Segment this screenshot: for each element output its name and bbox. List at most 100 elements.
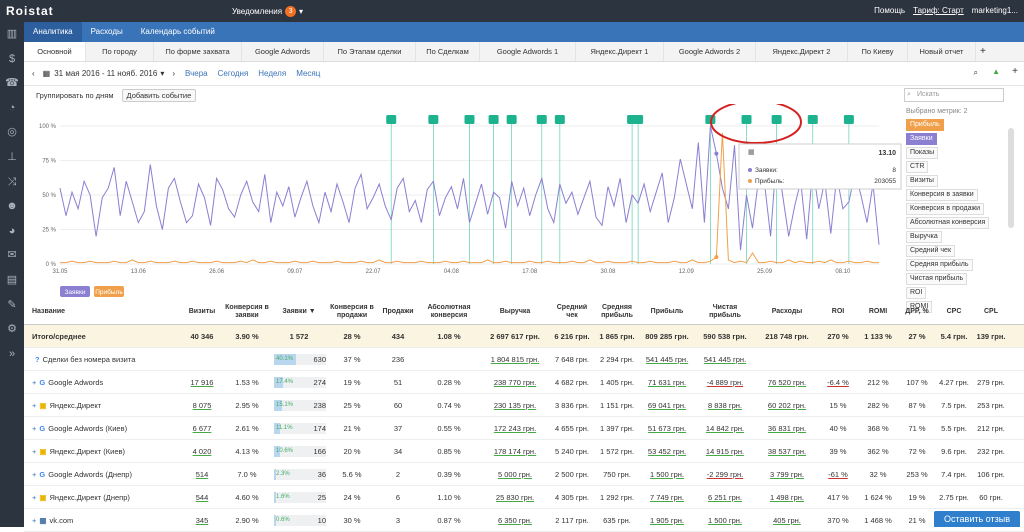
metric-chip[interactable]: CTR bbox=[906, 161, 929, 173]
event-marker[interactable] bbox=[464, 115, 475, 124]
mail-icon[interactable]: ✉ bbox=[7, 249, 17, 262]
users-icon[interactable]: ☻ bbox=[6, 200, 18, 213]
report-tab[interactable]: По форме захвата bbox=[154, 42, 242, 61]
report-tab[interactable]: По городу bbox=[86, 42, 154, 61]
event-marker[interactable] bbox=[488, 115, 499, 124]
report-tab[interactable]: Яндекс.Директ 2 bbox=[756, 42, 848, 61]
column-header[interactable]: ROMI bbox=[868, 308, 888, 315]
expand-icon[interactable]: + bbox=[32, 423, 37, 433]
column-header[interactable]: CPL bbox=[984, 308, 998, 315]
metric-chip[interactable]: Средний чек bbox=[906, 245, 956, 257]
dollar-icon[interactable]: $ bbox=[8, 52, 16, 65]
event-marker[interactable] bbox=[428, 115, 439, 124]
date-preset-link[interactable]: Сегодня bbox=[217, 69, 249, 78]
column-header[interactable]: Конверсия в продажи bbox=[330, 304, 374, 319]
metric-chip[interactable]: ROMI bbox=[906, 301, 933, 313]
table-row[interactable]: + ▣ Яндекс.Директ (Киев) 4 020 4.13 % 10.6% 16… bbox=[24, 440, 1024, 463]
event-marker[interactable] bbox=[506, 115, 517, 124]
metric-chip[interactable]: Визиты bbox=[906, 175, 938, 187]
column-header[interactable]: Чистая прибыль bbox=[709, 304, 741, 319]
expand-icon[interactable]: + bbox=[32, 446, 37, 456]
metrics-search-input[interactable]: ⌕ Искать bbox=[904, 88, 1004, 102]
event-marker[interactable] bbox=[536, 115, 547, 124]
date-range[interactable]: 31 мая 2016 - 11 нояб. 2016 bbox=[54, 69, 158, 78]
event-marker[interactable] bbox=[771, 115, 782, 124]
main-nav-item[interactable]: Календарь событий bbox=[140, 27, 215, 36]
report-tab[interactable]: Google Adwords 2 bbox=[664, 42, 756, 61]
main-nav-item[interactable]: Аналитика bbox=[24, 22, 82, 42]
gauge-icon[interactable]: ◕ bbox=[8, 224, 16, 237]
report-tab[interactable]: По Киеву bbox=[848, 42, 908, 61]
table-row[interactable]: + G Google Adwords (Киев) 6 677 2.61 % 11.1% 1… bbox=[24, 417, 1024, 440]
structure-icon[interactable]: ⊥ bbox=[7, 150, 17, 163]
account-menu[interactable]: marketing1... bbox=[971, 6, 1018, 15]
chart-toggle-icon[interactable]: ▲ bbox=[992, 67, 1000, 76]
metric-chip[interactable]: ROI bbox=[906, 287, 927, 299]
chevron-left-icon[interactable]: ‹ bbox=[32, 69, 35, 78]
metric-chip[interactable]: Выручка bbox=[906, 231, 942, 243]
event-marker[interactable] bbox=[843, 115, 854, 124]
chart-icon[interactable]: ▥ bbox=[6, 28, 18, 40]
event-marker[interactable] bbox=[807, 115, 818, 124]
search-icon[interactable]: ⌕ bbox=[973, 68, 978, 77]
metric-chip[interactable]: Показы bbox=[906, 147, 939, 159]
event-marker[interactable] bbox=[633, 115, 644, 124]
expand-icon[interactable]: + bbox=[32, 400, 37, 410]
event-marker[interactable] bbox=[741, 115, 752, 124]
wrench-icon[interactable]: ✎ bbox=[7, 298, 17, 311]
column-header[interactable]: Прибыль bbox=[650, 308, 684, 315]
tariff-link[interactable]: Тариф: Старт bbox=[913, 6, 964, 15]
calendar-icon[interactable]: ▦ bbox=[42, 69, 51, 78]
event-marker[interactable] bbox=[554, 115, 565, 124]
column-header[interactable]: Конверсия в заявки bbox=[225, 304, 269, 319]
group-by-select[interactable]: Группировать по дням bbox=[36, 90, 114, 100]
column-header[interactable]: ROI bbox=[831, 308, 845, 315]
report-tab[interactable]: Яндекс.Директ 1 bbox=[576, 42, 664, 61]
legend-chip[interactable] bbox=[60, 286, 90, 297]
metric-chip[interactable]: Чистая прибыль bbox=[906, 273, 968, 285]
date-preset-link[interactable]: Месяц bbox=[296, 69, 321, 78]
report-tab[interactable]: По Этапам сделки bbox=[324, 42, 416, 61]
help-menu[interactable]: Помощь bbox=[874, 6, 906, 15]
report-tab[interactable]: По Сделкам bbox=[416, 42, 480, 61]
metric-chip[interactable]: Конверсия в продажи bbox=[906, 203, 985, 215]
metric-chip[interactable]: Прибыль bbox=[906, 119, 944, 131]
table-row[interactable]: ? Сделки без номера визита 40.1% 630 37 % 236… bbox=[24, 348, 1024, 371]
column-header[interactable]: Расходы bbox=[771, 308, 803, 315]
column-header[interactable]: Продажи bbox=[382, 308, 414, 315]
column-header[interactable]: ДРР, % bbox=[905, 308, 929, 315]
beta-icon[interactable]: ▤ bbox=[6, 273, 18, 286]
metric-chip[interactable]: Средняя прибыль bbox=[906, 259, 973, 271]
column-header[interactable]: Визиты bbox=[188, 308, 216, 315]
chevron-right-icon[interactable]: › bbox=[172, 69, 176, 78]
add-event-button[interactable]: Добавить событие bbox=[121, 88, 197, 102]
target-icon[interactable]: ◎ bbox=[7, 126, 17, 139]
report-tab[interactable]: Google Adwords bbox=[242, 42, 324, 61]
event-marker[interactable] bbox=[386, 115, 397, 124]
table-row[interactable]: + ▣ Яндекс.Директ 8 075 2.95 % 15.1% 238 25 % 60… bbox=[24, 394, 1024, 417]
date-preset-link[interactable]: Вчера bbox=[185, 69, 208, 78]
table-row[interactable]: + ▣ Яндекс.Директ (Днепр) 544 4.60 % 1.6% 25 24… bbox=[24, 486, 1024, 509]
chevron-down-icon[interactable]: ▾ bbox=[160, 69, 165, 78]
report-tab[interactable]: Новый отчет bbox=[908, 42, 976, 61]
table-row[interactable]: + ▦ vk.com 345 2.90 % 0.6% 10 30 % 3 0.87 % 6 350 … bbox=[24, 509, 1024, 532]
notifications-button[interactable]: Уведомления 3 ▾ bbox=[232, 6, 303, 17]
dashboard-icon[interactable]: ◔ bbox=[8, 101, 16, 114]
column-header[interactable]: Заявки ▼ bbox=[282, 308, 316, 315]
metric-chip[interactable]: Абсолютная конверсия bbox=[906, 217, 990, 229]
expand-icon[interactable]: » bbox=[8, 347, 16, 360]
expand-icon[interactable]: + bbox=[32, 469, 37, 479]
metrics-scrollbar[interactable] bbox=[1008, 128, 1014, 228]
report-tab[interactable]: Google Adwords 1 bbox=[480, 42, 576, 61]
metric-chip[interactable]: Заявки bbox=[906, 133, 937, 145]
table-row[interactable]: + G Google Adwords (Днепр) 514 7.0 % 2.3% 36 5.… bbox=[24, 463, 1024, 486]
gear-icon[interactable]: ⚙ bbox=[7, 323, 17, 336]
expand-icon[interactable]: + bbox=[32, 377, 37, 387]
legend-chip[interactable] bbox=[94, 286, 124, 297]
add-icon[interactable]: + bbox=[1012, 66, 1018, 77]
metric-chip[interactable]: Конверсия в заявки bbox=[906, 189, 978, 201]
date-preset-link[interactable]: Неделя bbox=[258, 69, 287, 78]
feedback-button[interactable]: Оставить отзыв bbox=[934, 511, 1020, 527]
shuffle-icon[interactable]: ⤨ bbox=[7, 175, 17, 188]
column-header[interactable]: Выручка bbox=[499, 308, 531, 315]
